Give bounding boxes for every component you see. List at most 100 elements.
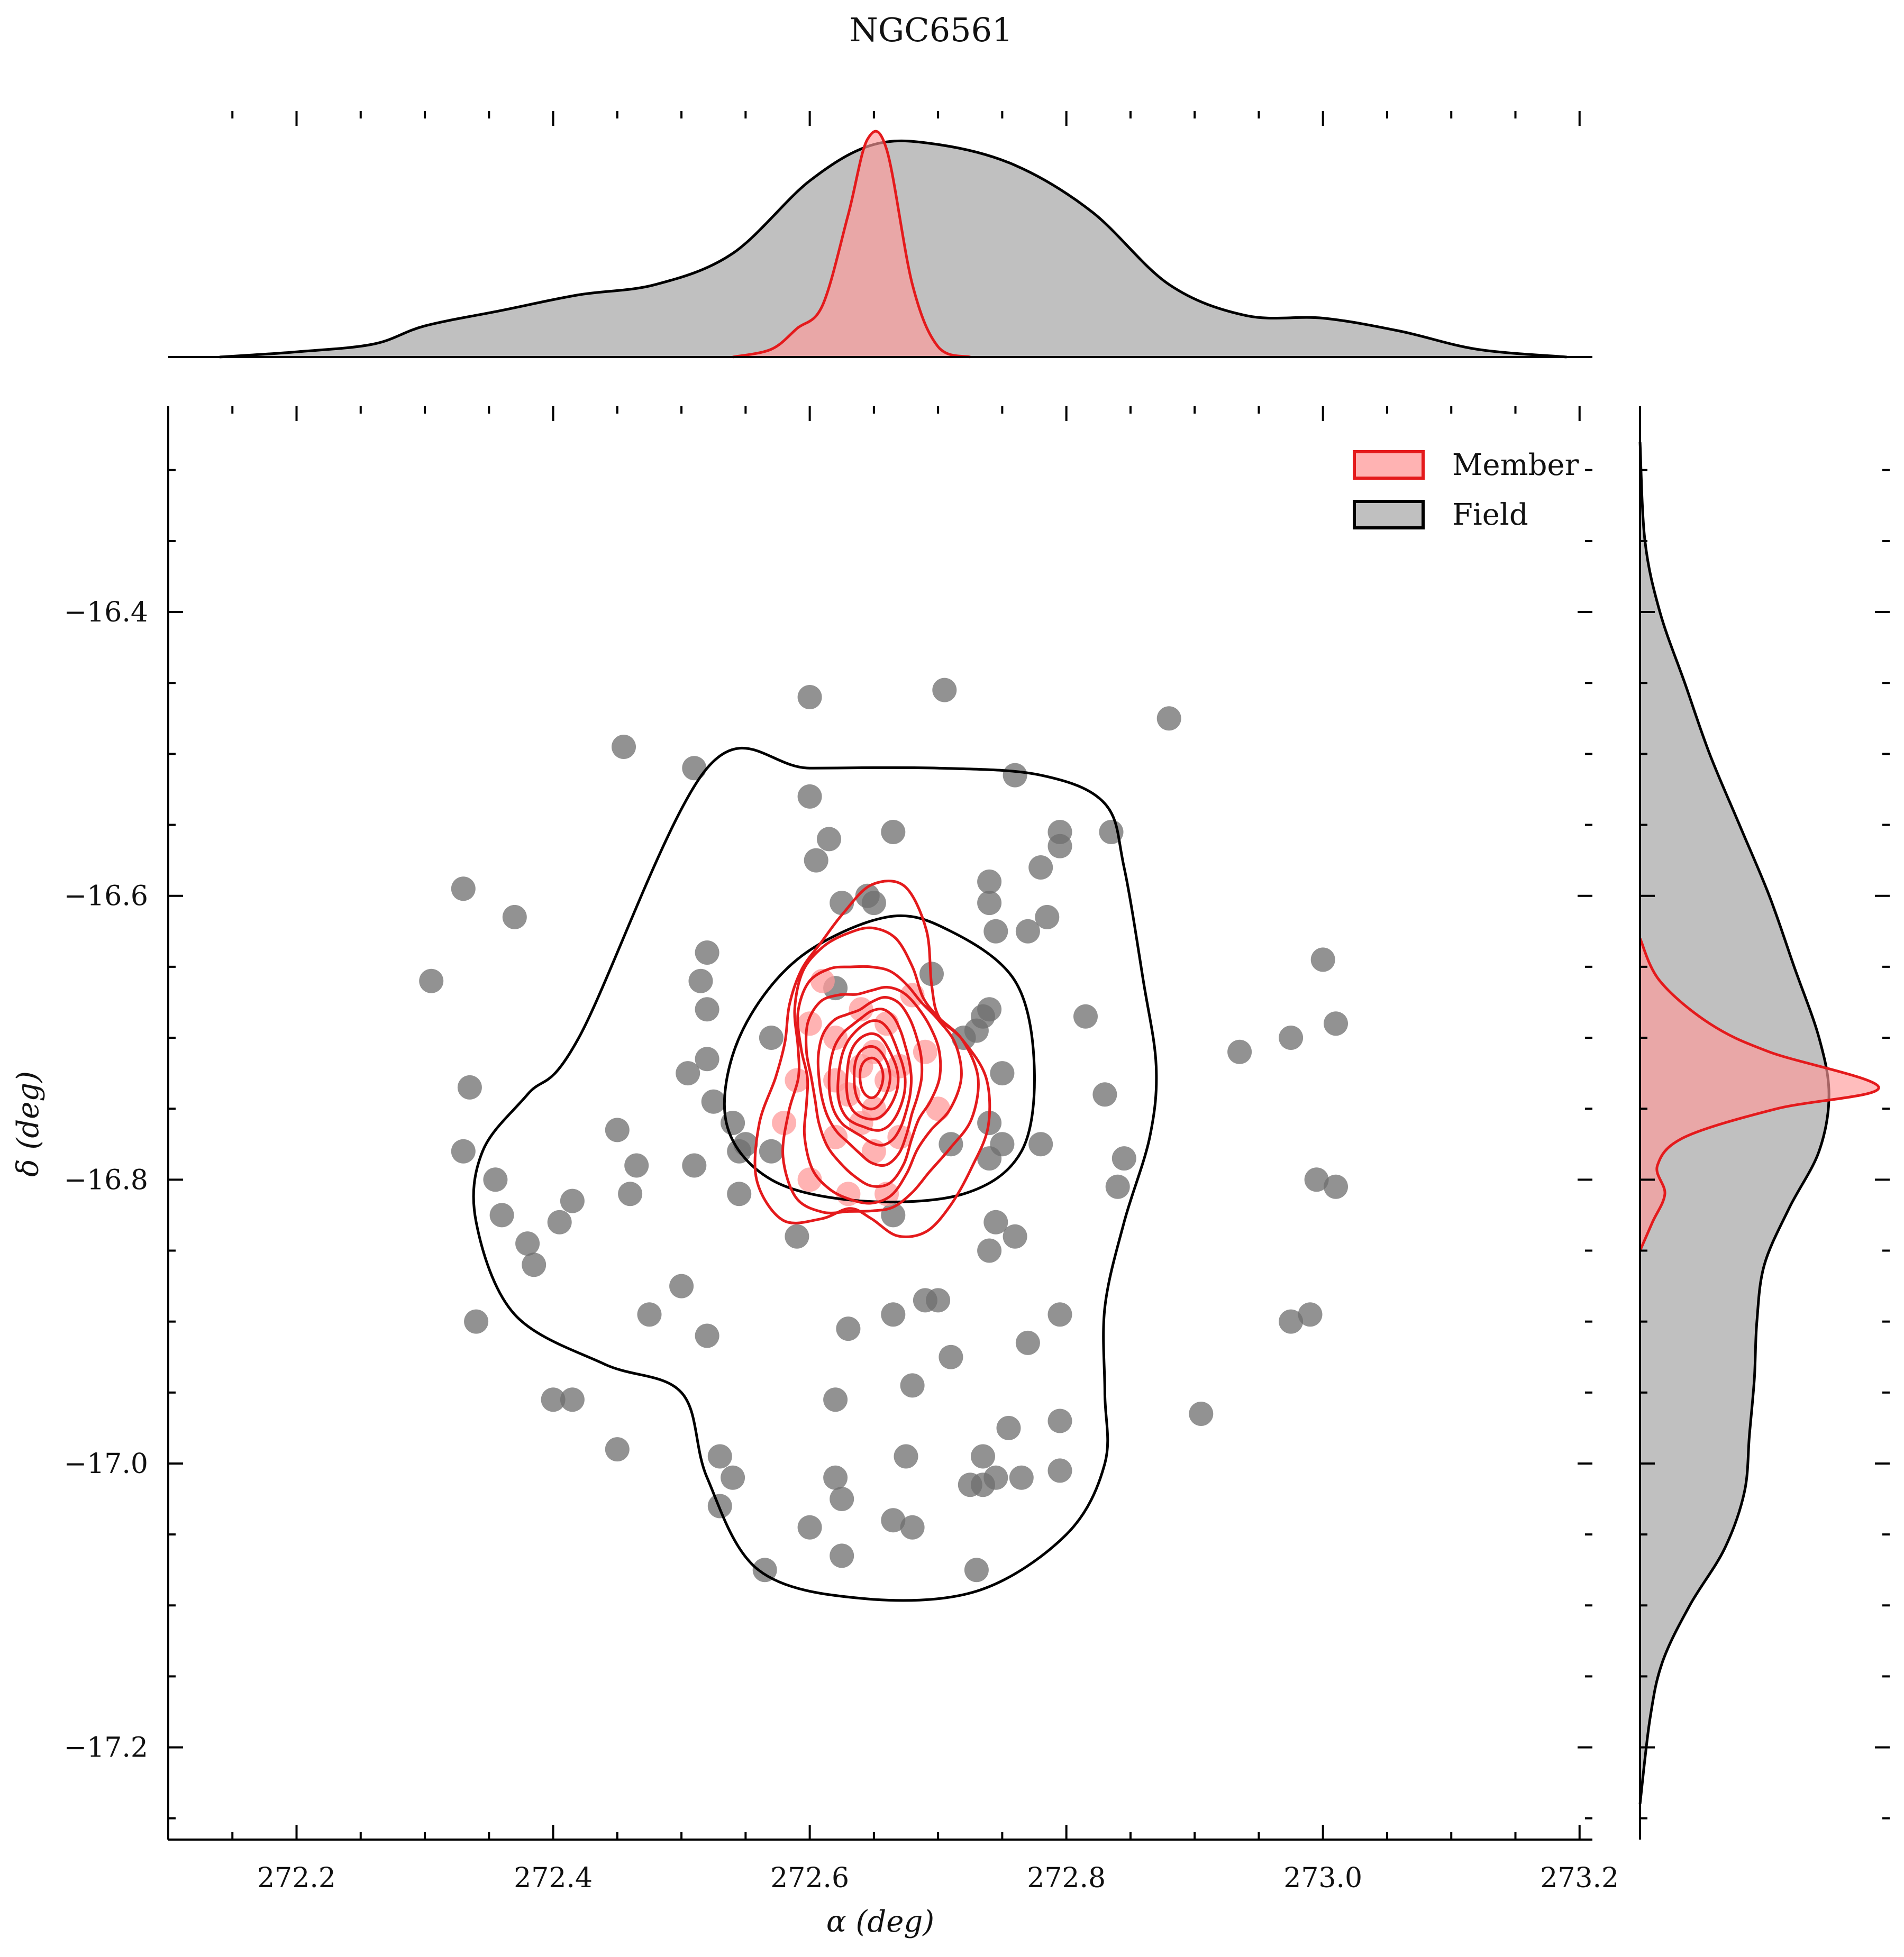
field-point <box>624 1153 649 1178</box>
member-contour <box>827 1008 913 1147</box>
field-point <box>688 968 713 993</box>
field-point <box>1105 1174 1130 1199</box>
member-point <box>926 1096 951 1121</box>
member-contour <box>859 1056 885 1100</box>
field-point <box>926 1288 951 1313</box>
member-contour <box>805 985 942 1188</box>
field-point <box>996 1415 1021 1440</box>
x-tick-label: 272.8 <box>1027 1862 1106 1894</box>
field-point <box>1035 904 1060 929</box>
main-axis-ticks <box>168 406 1592 1840</box>
field-point <box>451 1139 476 1164</box>
field-point <box>1028 855 1053 880</box>
member-contour <box>816 996 924 1167</box>
field-point <box>983 1210 1008 1234</box>
member-contour <box>853 1045 892 1111</box>
field-point <box>695 997 719 1022</box>
field-point <box>1156 706 1181 731</box>
field-point <box>464 1309 489 1334</box>
field-point <box>695 940 719 965</box>
chart-title: NGC6561 <box>849 11 1013 49</box>
right-marginal-ticks <box>1640 469 1890 1819</box>
field-point <box>881 820 906 844</box>
field-point <box>817 827 841 852</box>
member-point <box>874 1011 899 1036</box>
field-point <box>861 891 886 916</box>
field-point <box>618 1182 643 1206</box>
field-point <box>701 1089 726 1114</box>
member-contour <box>781 926 980 1214</box>
field-point <box>669 1274 694 1298</box>
field-point <box>964 1558 989 1583</box>
field-point <box>990 1061 1015 1086</box>
field-point <box>830 1543 854 1568</box>
field-point <box>977 997 1002 1022</box>
legend-member-swatch <box>1353 450 1425 480</box>
field-point <box>1047 834 1072 858</box>
legend-field-label: Field <box>1452 498 1528 532</box>
y-tick-label: −17.0 <box>64 1448 148 1480</box>
field-point <box>932 678 957 702</box>
right-marginal-panel <box>1638 406 1890 1840</box>
field-point <box>605 1437 630 1462</box>
field-point <box>1015 1330 1040 1355</box>
field-point <box>489 1203 514 1228</box>
field-point <box>707 1444 732 1469</box>
y-tick-label: −16.6 <box>64 881 148 912</box>
member-contour <box>836 1019 907 1132</box>
member-point <box>887 1124 912 1149</box>
member-point <box>823 1124 848 1149</box>
x-tick-label: 273.2 <box>1540 1862 1619 1894</box>
field-point <box>804 848 828 873</box>
field-point <box>759 1139 784 1164</box>
field-point <box>939 1132 963 1157</box>
field-point <box>977 1238 1002 1263</box>
field-point <box>457 1075 482 1100</box>
field-point <box>1047 1458 1072 1483</box>
field-point <box>900 1515 925 1540</box>
legend: Member Field <box>1353 448 1579 532</box>
member-contour <box>796 965 963 1205</box>
member-point <box>913 1039 937 1064</box>
field-point <box>560 1188 585 1213</box>
field-point <box>541 1387 566 1412</box>
field-point <box>682 1153 707 1178</box>
field-point <box>881 1302 906 1327</box>
field-point <box>977 869 1002 894</box>
x-tick-label: 273.0 <box>1283 1862 1362 1894</box>
field-point <box>823 1387 848 1412</box>
member-contour <box>845 1032 900 1121</box>
field-point <box>605 1118 630 1142</box>
field-point <box>502 904 527 929</box>
field-point <box>483 1167 508 1192</box>
field-point <box>977 891 1002 916</box>
field-point <box>721 1465 745 1490</box>
field-point <box>1189 1402 1214 1426</box>
field-point <box>1009 1465 1034 1490</box>
x-tick-label: 272.2 <box>257 1862 336 1894</box>
field-point <box>1003 763 1027 788</box>
field-point <box>419 968 444 993</box>
field-point <box>964 1018 989 1043</box>
y-axis-label: δ (deg) <box>11 1071 45 1177</box>
top-kde-member-line <box>732 130 971 359</box>
field-point <box>1279 1309 1304 1334</box>
field-point <box>727 1182 752 1206</box>
field-contour-outer <box>472 747 1158 1602</box>
member-point <box>823 1068 848 1093</box>
field-point <box>1298 1302 1323 1327</box>
field-point <box>971 1473 995 1497</box>
field-point <box>797 784 822 809</box>
y-tick-label: −16.4 <box>64 597 148 628</box>
member-point <box>772 1111 797 1135</box>
field-point <box>797 685 822 709</box>
field-point <box>881 1508 906 1533</box>
top-marginal-ticks <box>231 111 1581 126</box>
field-point <box>759 1026 784 1050</box>
member-point <box>823 1026 848 1050</box>
x-axis-label: α (deg) <box>826 1905 934 1939</box>
field-point <box>1324 1011 1348 1036</box>
right-kde-member-fill <box>1640 938 1879 1251</box>
field-point <box>1310 947 1335 972</box>
